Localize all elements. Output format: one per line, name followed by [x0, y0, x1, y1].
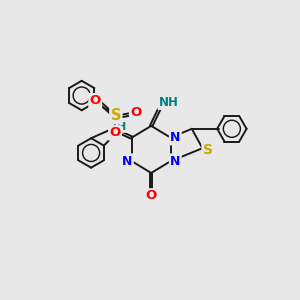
Text: S: S — [203, 143, 213, 157]
Text: O: O — [90, 94, 101, 107]
Text: NH: NH — [159, 96, 178, 109]
Text: O: O — [130, 106, 142, 119]
Text: O: O — [109, 126, 121, 140]
Text: H: H — [117, 122, 127, 132]
Text: S: S — [111, 108, 121, 123]
Text: O: O — [146, 189, 157, 203]
Text: N: N — [170, 131, 181, 144]
Text: N: N — [122, 155, 133, 168]
Text: N: N — [170, 155, 181, 168]
